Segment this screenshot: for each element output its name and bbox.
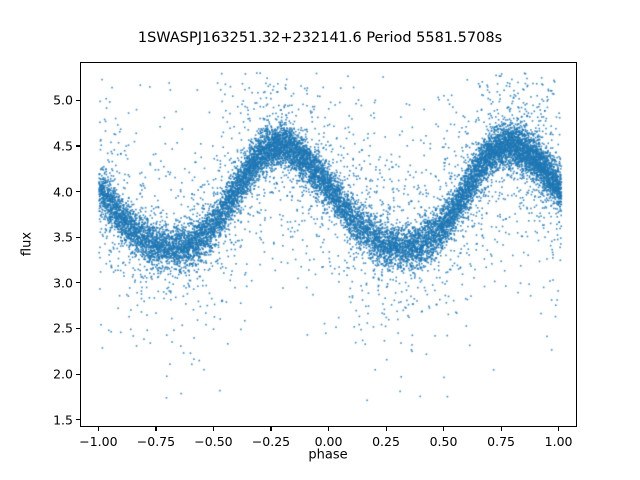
x-tickmark [328, 427, 330, 431]
y-tickmark [76, 236, 80, 238]
x-tick-label: 0.25 [372, 434, 400, 449]
x-tick-label: −1.00 [79, 434, 118, 449]
y-tick-label: 2.0 [53, 366, 73, 382]
x-tick-label: 0.50 [429, 434, 458, 449]
x-tickmark [212, 427, 215, 431]
x-tick-label: 1.00 [544, 434, 573, 449]
y-tick-label: 5.0 [53, 92, 73, 108]
x-tickmark [558, 427, 560, 431]
y-tickmark [76, 327, 80, 330]
y-tick-label: 3.0 [53, 275, 73, 291]
y-tickmark [76, 419, 80, 421]
y-tick-label: 2.5 [53, 320, 73, 336]
plot-axes [80, 62, 577, 427]
x-tickmark [97, 427, 100, 431]
y-tickmark [76, 99, 80, 101]
x-tick-label: −0.25 [251, 434, 291, 449]
scatter-plot-points [81, 63, 576, 426]
y-tickmark [76, 145, 80, 147]
y-tickmark [76, 191, 80, 193]
x-tickmark [385, 427, 387, 431]
x-axis-label: phase [308, 447, 348, 463]
page-title: 1SWASPJ163251.32+232141.6 Period 5581.57… [137, 30, 503, 46]
y-tick-label: 3.5 [53, 229, 73, 245]
x-tickmark [443, 427, 445, 431]
x-tickmark [270, 427, 272, 431]
y-tickmark [76, 282, 80, 284]
y-tickmark [76, 373, 80, 375]
x-tickmark [500, 427, 502, 431]
y-axis-label: flux [19, 231, 35, 257]
x-tick-label: −0.50 [194, 434, 233, 449]
y-tick-label: 4.5 [53, 138, 73, 154]
y-tick-label: 4.0 [53, 184, 73, 200]
x-tickmark [155, 427, 157, 431]
x-tick-label: 0.00 [314, 434, 343, 449]
y-tick-label: 1.5 [53, 412, 73, 428]
x-tick-label: −0.75 [136, 434, 176, 449]
x-tick-label: 0.75 [487, 434, 515, 449]
